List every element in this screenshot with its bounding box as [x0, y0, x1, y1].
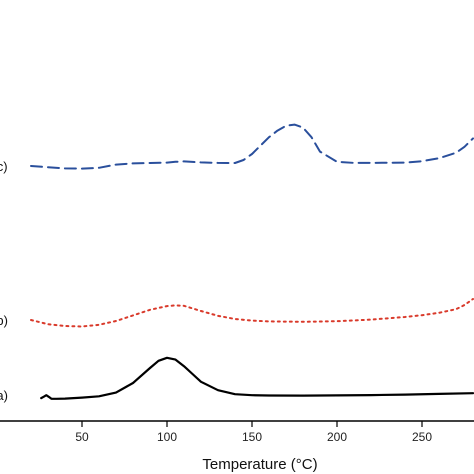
series-line-2 — [30, 123, 474, 170]
curve-label-0: (a) — [0, 388, 8, 403]
x-axis-ticks: 50 100 150 200 250 — [75, 421, 432, 444]
x-tick-label-0: 50 — [75, 430, 89, 444]
x-tick-label-3: 200 — [327, 430, 347, 444]
series-line-0 — [40, 356, 474, 400]
plot-area — [30, 123, 474, 400]
x-tick-label-2: 150 — [242, 430, 262, 444]
curve-label-1: (b) — [0, 313, 8, 328]
x-tick-label-1: 100 — [157, 430, 177, 444]
x-axis-title: Temperature (°C) — [202, 456, 317, 473]
curve-label-2: (c) — [0, 159, 8, 174]
x-tick-label-4: 250 — [412, 430, 432, 444]
curve-labels: (a) (b) (c) — [0, 159, 8, 403]
series-line-1 — [30, 298, 474, 328]
